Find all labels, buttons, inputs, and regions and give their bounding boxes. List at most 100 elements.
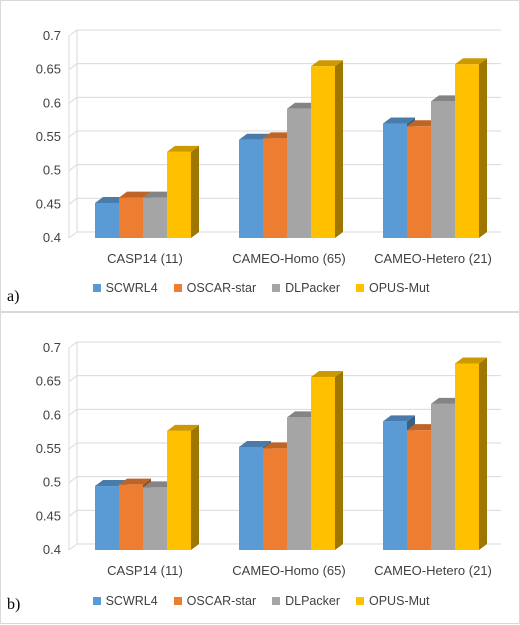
bar-side-opus-mut [479, 58, 487, 238]
bar-top-scwrl4 [383, 415, 415, 422]
y-tick-label: 0.4 [43, 230, 61, 245]
gridline-depth [68, 375, 78, 383]
legend-item-scwrl4: SCWRL4 [92, 594, 158, 608]
bar-dlpacker [287, 108, 311, 238]
legend-swatch-dlpacker [272, 284, 281, 292]
legend-item-dlpacker: DLPacker [272, 281, 340, 295]
panel-label-b: b) [7, 596, 21, 613]
y-tick-label: 0.65 [36, 374, 61, 389]
bar-top-scwrl4 [383, 117, 415, 124]
gridline-depth [68, 476, 78, 484]
x-tick-label: CAMEO-Homo (65) [232, 563, 345, 578]
legend-swatch-oscar-star [173, 597, 182, 605]
y-tick-label: 0.5 [43, 163, 61, 178]
gridline-depth [68, 130, 78, 138]
legend-swatch-scwrl4 [92, 597, 101, 605]
bar-opus-mut [167, 430, 191, 550]
gridline-depth [68, 408, 78, 416]
bar-opus-mut [455, 64, 479, 238]
legend-item-opus-mut: OPUS-Mut [356, 281, 429, 295]
bar-side-opus-mut [335, 60, 343, 238]
bar-side-opus-mut [191, 145, 199, 238]
legend-label-dlpacker: DLPacker [285, 594, 340, 608]
bar-dlpacker [431, 101, 455, 239]
x-tick-label: CAMEO-Homo (65) [232, 251, 345, 266]
legend-item-scwrl4: SCWRL4 [92, 281, 158, 295]
bar-top-opus-mut [311, 370, 343, 377]
legend-label-opus-mut: OPUS-Mut [369, 594, 430, 608]
bar-dlpacker [143, 487, 167, 550]
gridline-depth [68, 543, 78, 551]
bar-oscar-star [407, 126, 431, 238]
y-tick-label: 0.6 [43, 407, 61, 422]
x-tick-label: CASP14 (11) [107, 251, 183, 266]
bar-side-opus-mut [479, 357, 487, 550]
x-tick-label: CAMEO-Hetero (21) [374, 251, 492, 266]
legend-item-opus-mut: OPUS-Mut [356, 594, 429, 608]
bar-top-scwrl4 [239, 440, 271, 447]
bar-top-opus-mut [455, 357, 487, 364]
bar-scwrl4 [383, 123, 407, 238]
legend-a: SCWRL4 OSCAR-star DLPacker OPUS-Mut [1, 281, 520, 295]
legend-swatch-scwrl4 [92, 284, 101, 292]
y-tick-label: 0.55 [36, 129, 61, 144]
gridline-depth [68, 509, 78, 517]
bar-top-opus-mut [167, 145, 199, 152]
y-tick-label: 0.6 [43, 95, 61, 110]
legend-label-scwrl4: SCWRL4 [105, 594, 158, 608]
y-tick-label: 0.7 [43, 340, 61, 355]
gridline-depth [68, 442, 78, 450]
legend-b: SCWRL4 OSCAR-star DLPacker OPUS-Mut [1, 594, 520, 608]
panel-label-a: a) [7, 288, 20, 305]
bar-opus-mut [311, 66, 335, 238]
bar-top-opus-mut [311, 60, 343, 67]
legend-label-opus-mut: OPUS-Mut [369, 281, 430, 295]
bar-side-opus-mut [335, 370, 343, 550]
y-tick-label: 0.7 [43, 28, 61, 43]
bar-top-scwrl4 [95, 480, 127, 487]
bar-scwrl4 [95, 202, 119, 238]
x-tick-label: CAMEO-Hetero (21) [374, 563, 492, 578]
chart-panel-b: 0.4 0.45 0.5 0.55 0.6 0.65 0.7 CASP14 (11) CAMEO… [0, 312, 520, 624]
bar-side-opus-mut [191, 424, 199, 550]
bar-oscar-star [119, 197, 143, 238]
legend-item-dlpacker: DLPacker [272, 594, 340, 608]
legend-label-dlpacker: DLPacker [285, 281, 340, 295]
bar-dlpacker [431, 403, 455, 550]
gridline-depth [68, 197, 78, 205]
bar-oscar-star [119, 484, 143, 550]
legend-label-oscar-star: OSCAR-star [186, 594, 257, 608]
gridline-depth [68, 96, 78, 104]
bar-top-opus-mut [455, 58, 487, 65]
y-tick-label: 0.45 [36, 508, 61, 523]
bar-scwrl4 [95, 486, 119, 550]
gridline-depth [68, 341, 78, 349]
y-tick-label: 0.4 [43, 542, 61, 557]
y-tick-label: 0.5 [43, 475, 61, 490]
legend-label-oscar-star: OSCAR-star [186, 281, 257, 295]
bar-top-oscar-star [119, 478, 151, 485]
bar-top-oscar-star [119, 191, 151, 198]
bar-dlpacker [287, 417, 311, 550]
x-tick-label: CASP14 (11) [107, 563, 183, 578]
bar-top-opus-mut [167, 424, 199, 431]
chart-panel-a: 0.4 0.45 0.5 0.55 0.6 0.65 0.7 CASP14 (11) CAMEO… [0, 0, 520, 312]
bar-chart-a: 0.4 0.45 0.5 0.55 0.6 0.65 0.7 CASP14 (11) CAMEO… [36, 28, 501, 266]
gridline-depth [68, 231, 78, 239]
bar-scwrl4 [239, 139, 263, 238]
legend-item-oscar-star: OSCAR-star [173, 281, 257, 295]
bar-opus-mut [311, 376, 335, 550]
legend-swatch-opus-mut [356, 597, 364, 605]
bar-top-scwrl4 [239, 133, 271, 140]
gridline-depth [68, 29, 78, 37]
y-tick-label: 0.45 [36, 196, 61, 211]
legend-swatch-opus-mut [356, 284, 364, 292]
bar-oscar-star [263, 138, 287, 238]
bar-opus-mut [455, 363, 479, 550]
bar-oscar-star [407, 430, 431, 550]
bar-chart-b: 0.4 0.45 0.5 0.55 0.6 0.65 0.7 CASP14 (11) CAMEO… [36, 340, 501, 578]
gridline-depth [68, 164, 78, 172]
legend-item-oscar-star: OSCAR-star [173, 594, 257, 608]
legend-swatch-dlpacker [272, 597, 281, 605]
gridline-depth [68, 63, 78, 71]
